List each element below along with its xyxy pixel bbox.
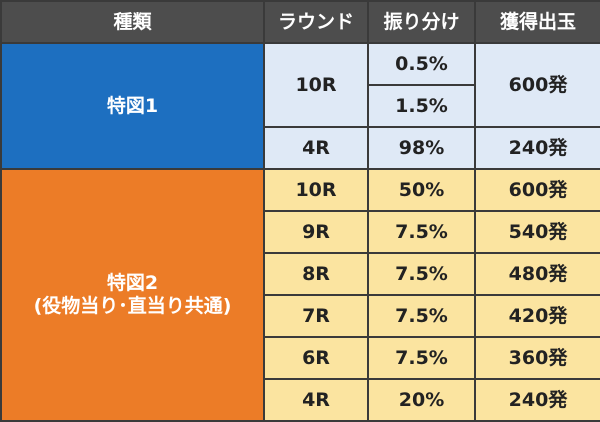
round-cell: 4R [263, 378, 369, 422]
split-cell: 20% [367, 378, 476, 422]
payout-cell: 360発 [474, 336, 600, 380]
round-cell: 9R [263, 210, 369, 254]
split-cell: 7.5% [367, 336, 476, 380]
payout-cell: 240発 [474, 126, 600, 170]
table-row: 4R 98% 240発 [1, 126, 600, 170]
type-label: 特図2 [106, 272, 159, 295]
payout-cell: 540発 [474, 210, 600, 254]
table-row: 6R 7.5% 360発 [1, 336, 600, 380]
header-round: ラウンド [263, 0, 369, 44]
payout-cell: 420発 [474, 294, 600, 338]
round-cell: 10R [263, 42, 369, 128]
header-payout: 獲得出玉 [474, 0, 600, 44]
table-row: 特図1 10R 0.5% 600発 [0, 42, 600, 170]
table-row: 9R 7.5% 540発 [1, 210, 600, 254]
split-cell: 1.5% [367, 84, 476, 128]
round-cell: 7R [263, 294, 369, 338]
table-row: 1.5% [1, 84, 600, 128]
round-cell: 6R [263, 336, 369, 380]
split-cell: 98% [367, 126, 476, 170]
table-row: 8R 7.5% 480発 [1, 252, 600, 296]
split-cell: 7.5% [367, 252, 476, 296]
type-label: 特図1 [106, 94, 159, 117]
header-split: 振り分け [367, 0, 476, 44]
payout-cell: 240発 [474, 378, 600, 422]
type-sublabel: (役物当り･直当り共通) [33, 295, 232, 317]
payout-cell: 600発 [474, 42, 600, 128]
table-row: 7R 7.5% 420発 [1, 294, 600, 338]
split-cell: 7.5% [367, 210, 476, 254]
round-cell: 8R [263, 252, 369, 296]
table-row: 特図2 (役物当り･直当り共通) 10R 50% 600発 [0, 168, 600, 422]
round-cell: 10R [263, 168, 369, 212]
split-cell: 50% [367, 168, 476, 212]
header-row: 種類 ラウンド 振り分け 獲得出玉 [0, 0, 600, 44]
payout-cell: 480発 [474, 252, 600, 296]
round-cell: 4R [263, 126, 369, 170]
type-cell-tokuzu1: 特図1 [0, 42, 265, 170]
header-type: 種類 [0, 0, 265, 44]
payout-cell: 600発 [474, 168, 600, 212]
type-cell-tokuzu2: 特図2 (役物当り･直当り共通) [0, 168, 265, 422]
split-cell: 0.5% [367, 42, 476, 86]
split-cell: 7.5% [367, 294, 476, 338]
